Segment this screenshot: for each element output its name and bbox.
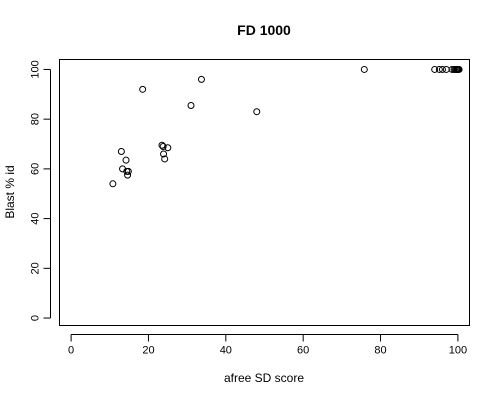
data-point bbox=[109, 180, 117, 188]
data-point bbox=[435, 65, 443, 73]
y-axis: 0 20 40 60 80 100 bbox=[30, 60, 51, 321]
y-tick-label: 40 bbox=[30, 212, 42, 224]
data-point bbox=[442, 65, 450, 73]
data-point bbox=[158, 141, 166, 149]
data-point bbox=[164, 144, 172, 152]
x-tick-label: 100 bbox=[449, 345, 467, 357]
data-point bbox=[117, 147, 125, 155]
x-tick-label: 0 bbox=[68, 345, 74, 357]
data-point bbox=[360, 65, 368, 73]
plot-area-border bbox=[59, 59, 470, 326]
y-tick-label: 60 bbox=[30, 163, 42, 175]
x-tick-label: 40 bbox=[220, 345, 232, 357]
data-point bbox=[124, 167, 132, 175]
data-point bbox=[124, 171, 132, 179]
x-tick-label: 80 bbox=[374, 345, 386, 357]
y-tick-label: 0 bbox=[30, 315, 42, 321]
y-tick-label: 100 bbox=[30, 60, 42, 78]
data-point bbox=[197, 75, 205, 83]
x-tick-label: 60 bbox=[297, 345, 309, 357]
y-tick-label: 80 bbox=[30, 113, 42, 125]
y-tick-label: 20 bbox=[30, 262, 42, 274]
data-point bbox=[160, 150, 168, 158]
chart-title: FD 1000 bbox=[237, 22, 291, 38]
x-tick-label: 20 bbox=[142, 345, 154, 357]
data-points bbox=[109, 65, 463, 188]
x-axis: 0 20 40 60 80 100 bbox=[68, 334, 467, 357]
data-point bbox=[431, 65, 439, 73]
data-point bbox=[455, 65, 463, 73]
data-point bbox=[122, 156, 130, 164]
data-point bbox=[438, 65, 446, 73]
data-point bbox=[187, 101, 195, 109]
data-point bbox=[161, 155, 169, 163]
y-axis-label: Blast % id bbox=[3, 165, 17, 218]
x-axis-label: afree SD score bbox=[224, 371, 304, 385]
data-point bbox=[159, 143, 167, 151]
data-point bbox=[139, 85, 147, 93]
data-point bbox=[253, 108, 261, 116]
